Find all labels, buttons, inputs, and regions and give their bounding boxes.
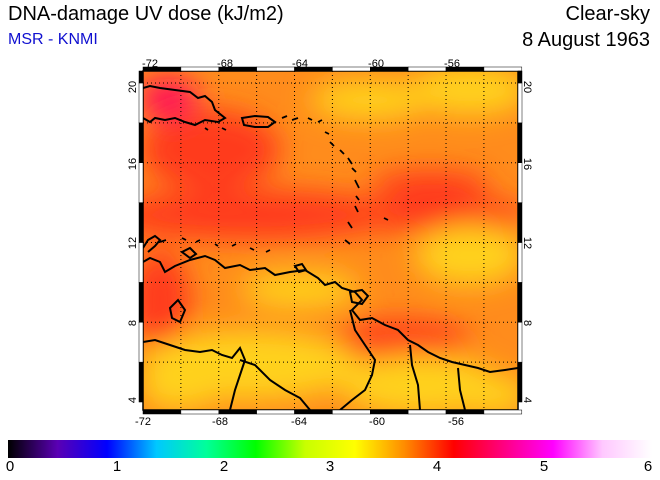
graticule bbox=[143, 71, 518, 410]
lat-labels-left: 20 16 12 8 4 bbox=[127, 81, 139, 403]
frame-tick bbox=[517, 70, 523, 84]
lon-label: -68 bbox=[217, 58, 233, 70]
lon-label: -72 bbox=[142, 58, 158, 70]
lon-label: -60 bbox=[368, 58, 384, 70]
colorbar-label: 0 bbox=[5, 458, 15, 475]
frame-tick bbox=[138, 162, 144, 203]
lon-label: -64 bbox=[291, 416, 307, 428]
venezuela-coast bbox=[143, 254, 518, 374]
puerto-rico-coast bbox=[240, 114, 277, 128]
lon-labels-bottom: -72 -68 -64 -60 -56 bbox=[135, 416, 464, 428]
frame-tick bbox=[517, 322, 523, 363]
frame-tick bbox=[445, 409, 485, 415]
date-label: 8 August 1963 bbox=[522, 29, 650, 51]
frame-tick bbox=[138, 242, 144, 283]
hispaniola-coast bbox=[143, 84, 227, 127]
lat-labels-right: 20 16 12 8 4 bbox=[521, 81, 533, 403]
lat-label: 16 bbox=[127, 158, 139, 170]
lat-label: 4 bbox=[521, 397, 533, 403]
frame-tick bbox=[180, 66, 220, 72]
lat-label: 8 bbox=[521, 320, 533, 326]
trinidad-coast bbox=[348, 288, 370, 306]
frame-tick bbox=[517, 282, 523, 323]
colorbar-label: 1 bbox=[112, 458, 122, 475]
frame-tick bbox=[138, 322, 144, 363]
frame-tick bbox=[256, 409, 295, 415]
maracaibo-lake bbox=[168, 298, 187, 324]
lat-label: 4 bbox=[127, 397, 139, 403]
frame-tick bbox=[138, 282, 144, 323]
coastlines bbox=[143, 84, 518, 410]
frame-tick bbox=[294, 409, 333, 415]
colombia-border bbox=[143, 338, 247, 410]
sky-condition-label: Clear-sky bbox=[565, 3, 650, 25]
colorbar-label: 2 bbox=[219, 458, 229, 475]
frame-tick bbox=[332, 66, 371, 72]
frame-tick bbox=[483, 66, 523, 72]
islands bbox=[159, 115, 389, 253]
guajira-coast bbox=[143, 234, 162, 253]
frame-tick bbox=[138, 361, 144, 403]
lon-label: -56 bbox=[448, 416, 464, 428]
source-label: MSR - KNMI bbox=[8, 31, 98, 48]
frame-ticks bbox=[138, 66, 523, 415]
guyana-suriname-border bbox=[409, 344, 421, 410]
frame-tick bbox=[218, 409, 257, 415]
frame-tick bbox=[256, 66, 295, 72]
lon-label: -60 bbox=[369, 416, 385, 428]
lon-label: -56 bbox=[444, 58, 460, 70]
lon-label: -72 bbox=[135, 416, 151, 428]
frame-tick bbox=[142, 409, 182, 415]
lon-label: -64 bbox=[292, 58, 308, 70]
colorbar-label: 4 bbox=[432, 458, 442, 475]
venezuela-brazil-border bbox=[239, 359, 311, 410]
lat-label: 12 bbox=[127, 237, 139, 249]
suriname-fg-border bbox=[457, 367, 466, 410]
venezuela-guyana-border bbox=[339, 309, 377, 410]
frame-tick bbox=[517, 122, 523, 163]
lat-label: 16 bbox=[521, 158, 533, 170]
lat-label: 20 bbox=[521, 81, 533, 93]
frame-tick bbox=[138, 70, 144, 84]
lat-label: 12 bbox=[521, 237, 533, 249]
frame-tick bbox=[370, 409, 409, 415]
colorbar bbox=[8, 440, 652, 458]
frame-tick bbox=[138, 82, 144, 124]
lat-label: 20 bbox=[127, 81, 139, 93]
colorbar-label: 3 bbox=[325, 458, 335, 475]
frame-tick bbox=[138, 202, 144, 243]
frame-tick bbox=[180, 409, 220, 415]
frame-tick bbox=[483, 409, 523, 415]
margarita-coast bbox=[293, 262, 308, 274]
frame-tick bbox=[138, 122, 144, 163]
map-title: DNA-damage UV dose (kJ/m2) bbox=[8, 3, 284, 25]
paraguana-coast bbox=[180, 246, 198, 260]
frame-tick bbox=[407, 66, 447, 72]
frame-tick bbox=[407, 409, 447, 415]
lon-label: -68 bbox=[212, 416, 228, 428]
lon-labels-top: -72 -68 -64 -60 -56 bbox=[142, 58, 460, 70]
lat-label: 8 bbox=[127, 320, 139, 326]
colorbar-label: 5 bbox=[539, 458, 549, 475]
colorbar-label: 6 bbox=[643, 458, 653, 475]
frame-tick bbox=[332, 409, 371, 415]
